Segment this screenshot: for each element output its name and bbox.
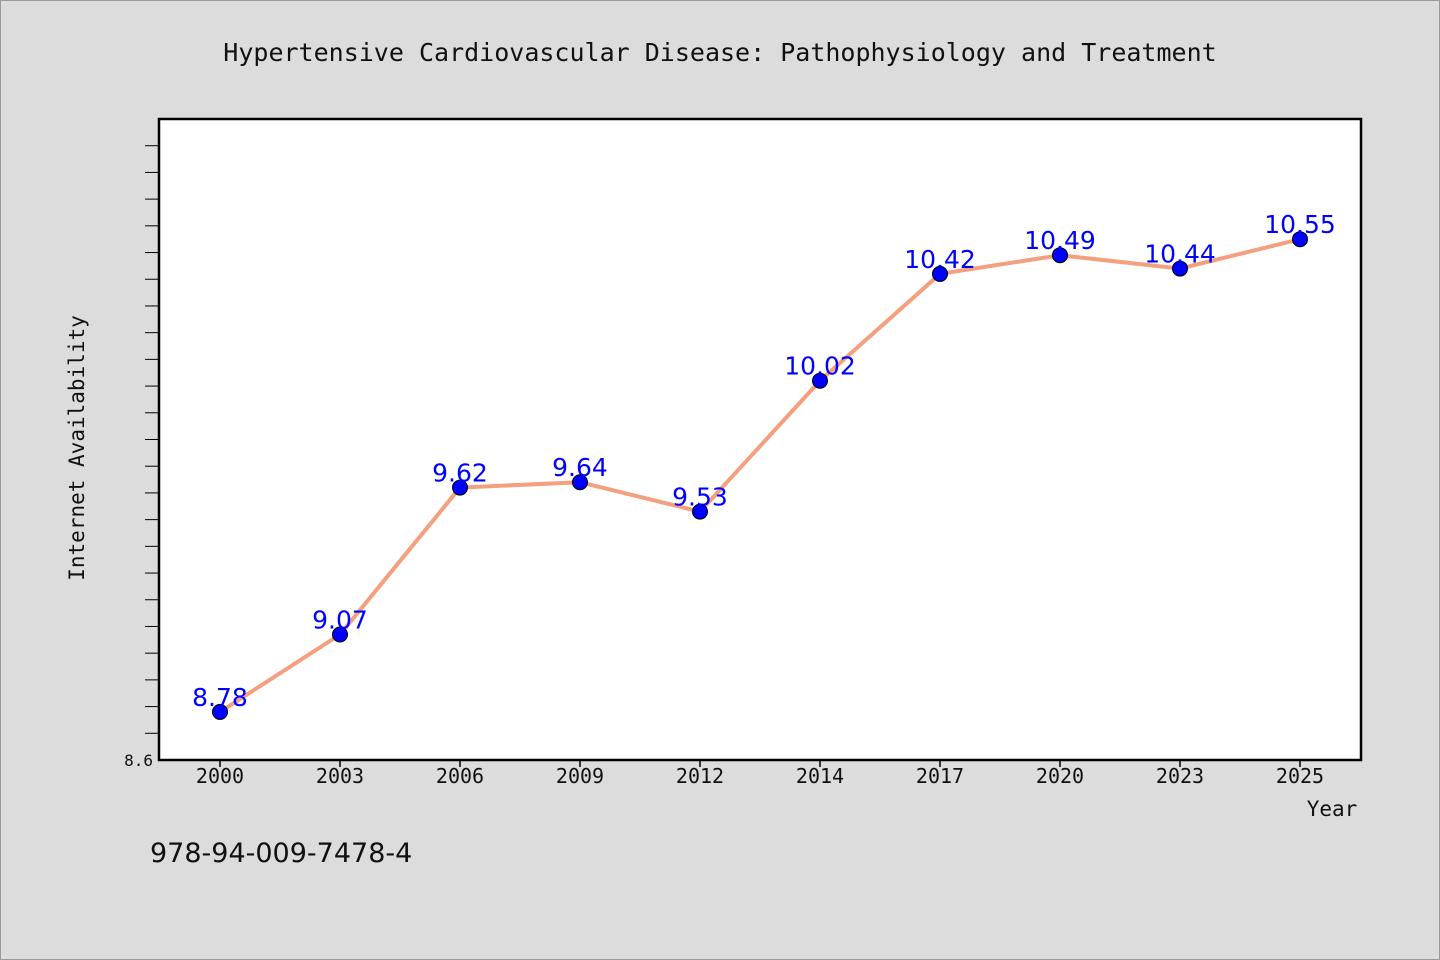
data-point — [1172, 260, 1188, 277]
data-point — [692, 503, 708, 520]
data-label: 9.53 — [672, 483, 728, 512]
data-label: 10.02 — [784, 352, 856, 381]
data-label: 10.42 — [904, 245, 976, 274]
y-tick-label: 8.6 — [124, 751, 153, 770]
data-label: 9.62 — [432, 459, 488, 488]
x-tick-label: 2006 — [436, 764, 484, 788]
series-line-group — [218, 237, 1301, 714]
x-tick-label: 2017 — [916, 764, 964, 788]
data-points — [212, 231, 1308, 720]
x-axis-ticks: 2000 2003 2006 2009 2012 2014 2017 2020 2023 2025 — [196, 760, 1324, 788]
chart-title: Hypertensive Cardiovascular Disease: Pat… — [223, 38, 1216, 67]
x-tick-label: 2025 — [1276, 764, 1324, 788]
data-label: 10.44 — [1144, 240, 1216, 269]
y-axis-label: Internet Availability — [65, 315, 89, 581]
x-tick-label: 2009 — [556, 764, 604, 788]
data-point — [932, 265, 948, 282]
data-point — [1052, 247, 1068, 264]
data-label: 10.49 — [1024, 226, 1096, 255]
x-tick-label: 2000 — [196, 764, 244, 788]
data-label: 8.78 — [192, 683, 248, 712]
y-axis-ticks: 8.6 — [124, 145, 159, 770]
x-tick-label: 2023 — [1156, 764, 1204, 788]
data-point — [332, 626, 348, 643]
x-tick-label: 2014 — [796, 764, 844, 788]
data-point — [452, 479, 468, 496]
series-line — [218, 237, 1301, 714]
data-label: 10.55 — [1264, 210, 1336, 239]
x-tick-label: 2020 — [1036, 764, 1084, 788]
data-point — [1292, 231, 1308, 248]
x-axis-label: Year — [1307, 797, 1358, 821]
plot-area — [157, 117, 1363, 762]
x-tick-label: 2012 — [676, 764, 724, 788]
isbn-footer: 978-94-009-7478-4 — [150, 838, 412, 869]
data-point — [572, 474, 588, 491]
data-label: 9.07 — [312, 605, 368, 634]
x-tick-label: 2003 — [316, 764, 364, 788]
data-point — [212, 703, 228, 720]
data-point — [812, 372, 828, 389]
data-label: 9.64 — [552, 453, 608, 482]
data-labels: 8.78 9.07 9.62 9.64 9.53 10.02 10.42 10.49 10.44… — [192, 210, 1336, 712]
